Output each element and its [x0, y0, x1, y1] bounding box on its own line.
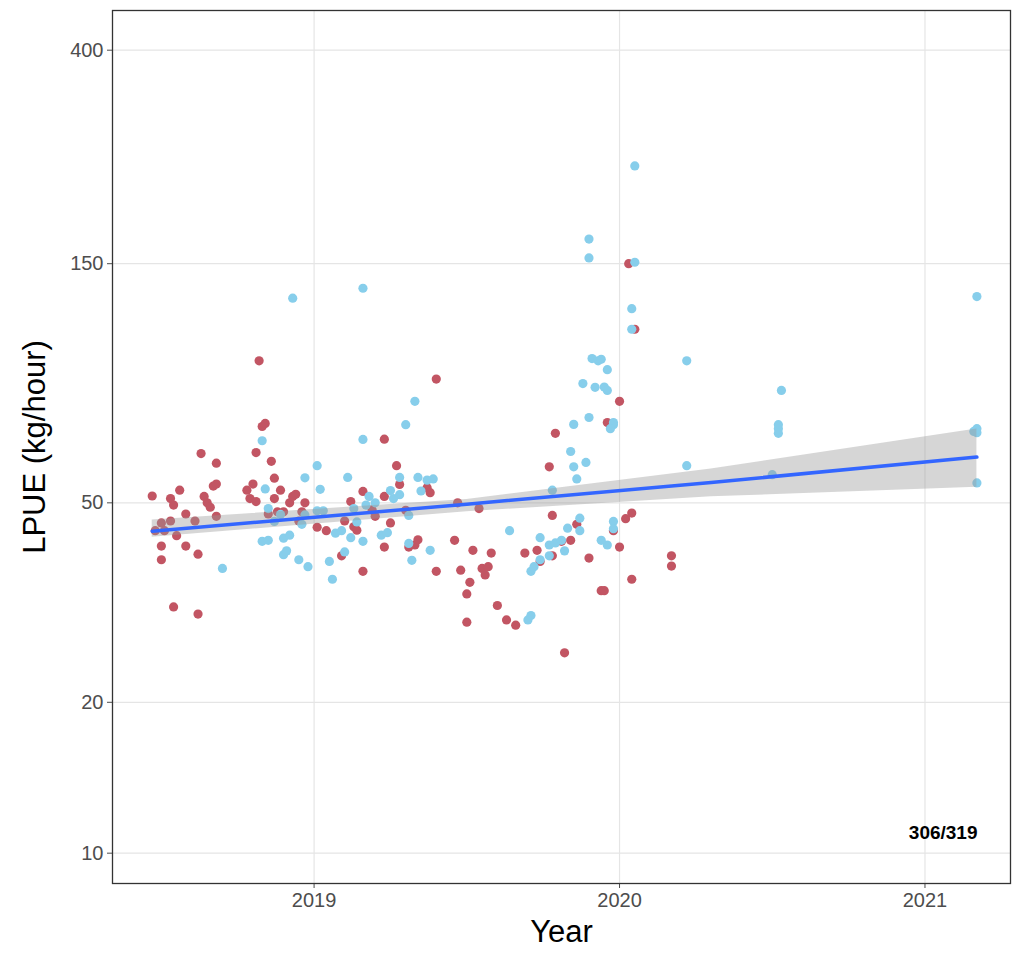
svg-text:2019: 2019: [292, 889, 337, 911]
svg-text:10: 10: [81, 842, 103, 864]
svg-text:Year: Year: [530, 914, 593, 949]
svg-text:50: 50: [81, 491, 103, 513]
svg-text:150: 150: [70, 252, 103, 274]
svg-text:2021: 2021: [903, 889, 948, 911]
svg-text:20: 20: [81, 691, 103, 713]
svg-text:LPUE (kg/hour): LPUE (kg/hour): [17, 340, 52, 554]
svg-text:306/319: 306/319: [909, 822, 978, 843]
svg-text:2020: 2020: [597, 889, 642, 911]
svg-text:400: 400: [70, 39, 103, 61]
